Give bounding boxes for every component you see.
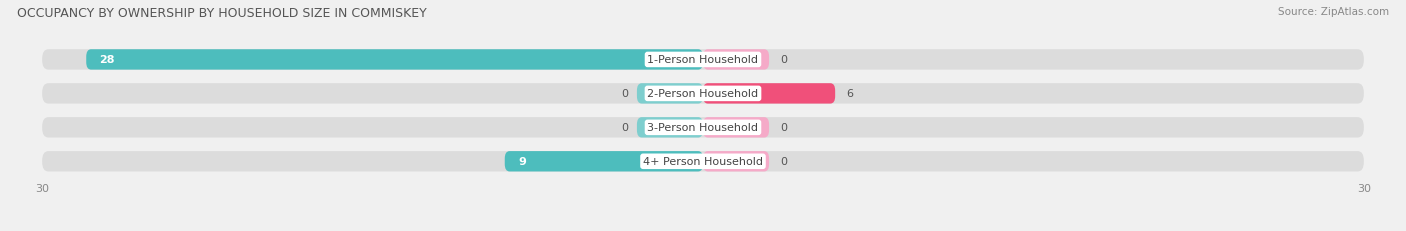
FancyBboxPatch shape (703, 118, 769, 138)
Text: OCCUPANCY BY OWNERSHIP BY HOUSEHOLD SIZE IN COMMISKEY: OCCUPANCY BY OWNERSHIP BY HOUSEHOLD SIZE… (17, 7, 426, 20)
Text: 0: 0 (780, 157, 787, 167)
FancyBboxPatch shape (42, 118, 1364, 138)
Text: 3-Person Household: 3-Person Household (648, 123, 758, 133)
Text: 0: 0 (621, 89, 628, 99)
Text: 2-Person Household: 2-Person Household (647, 89, 759, 99)
FancyBboxPatch shape (637, 84, 703, 104)
FancyBboxPatch shape (42, 84, 1364, 104)
FancyBboxPatch shape (86, 50, 703, 70)
Text: 1-Person Household: 1-Person Household (648, 55, 758, 65)
Text: Source: ZipAtlas.com: Source: ZipAtlas.com (1278, 7, 1389, 17)
FancyBboxPatch shape (637, 118, 703, 138)
Text: 4+ Person Household: 4+ Person Household (643, 157, 763, 167)
Text: 6: 6 (846, 89, 853, 99)
Text: 0: 0 (780, 123, 787, 133)
Text: 9: 9 (517, 157, 526, 167)
Text: 0: 0 (621, 123, 628, 133)
Text: 28: 28 (100, 55, 115, 65)
Text: 0: 0 (780, 55, 787, 65)
FancyBboxPatch shape (703, 50, 769, 70)
FancyBboxPatch shape (505, 152, 703, 172)
FancyBboxPatch shape (703, 84, 835, 104)
FancyBboxPatch shape (42, 152, 1364, 172)
FancyBboxPatch shape (703, 152, 769, 172)
FancyBboxPatch shape (42, 50, 1364, 70)
